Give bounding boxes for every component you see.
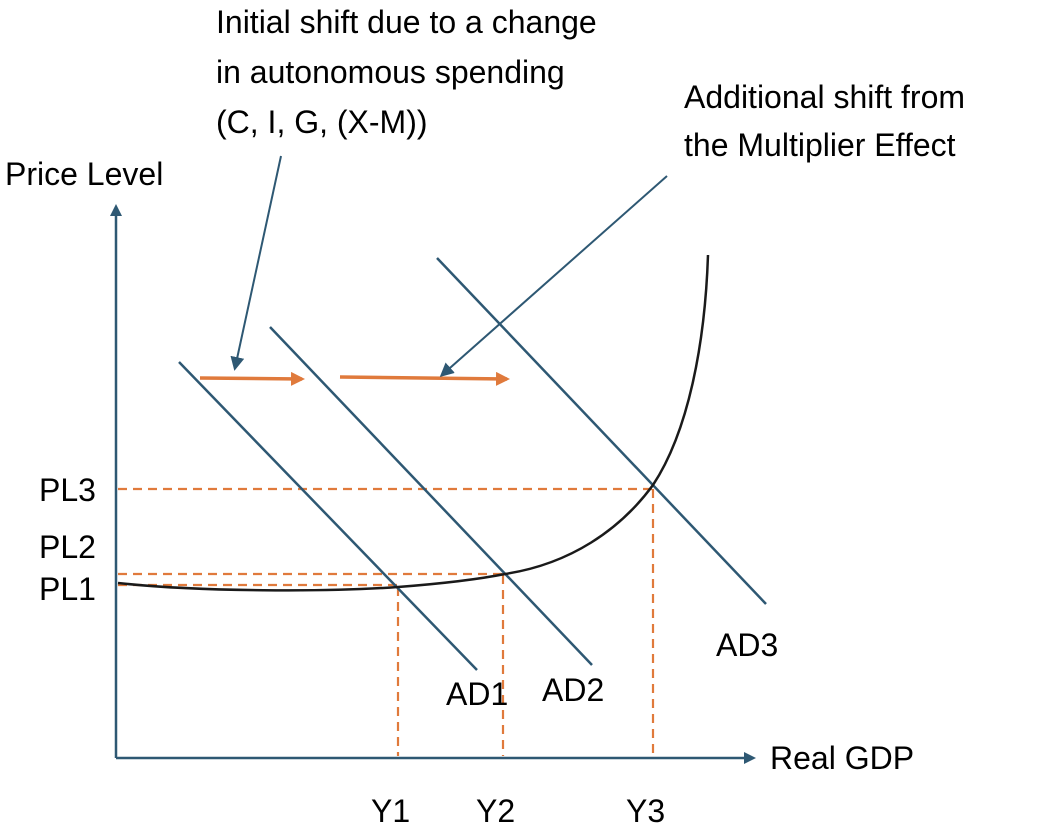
- pl1-label: PL1: [39, 571, 96, 607]
- multiplier-shift-pointer: [439, 175, 668, 377]
- ad3-line: [436, 257, 767, 605]
- y-axis-label: Price Level: [5, 156, 163, 192]
- ad3-label: AD3: [716, 627, 778, 663]
- y3-label: Y3: [626, 793, 665, 829]
- initial-shift-line-2: in autonomous spending: [216, 54, 565, 90]
- x-axis-label: Real GDP: [770, 740, 914, 776]
- aggregate-supply-curve: [117, 254, 710, 592]
- ad2-label: AD2: [542, 672, 604, 708]
- initial-shift-line-3: (C, I, G, (X-M)): [216, 104, 428, 140]
- multiplier-shift-line-2: the Multiplier Effect: [684, 127, 956, 163]
- pl2-label: PL2: [39, 529, 96, 565]
- initial-shift-line-1: Initial shift due to a change: [216, 4, 597, 40]
- y2-label: Y2: [476, 793, 515, 829]
- y1-label: Y1: [371, 793, 410, 829]
- pl3-label: PL3: [39, 472, 96, 508]
- ad1-line: [178, 361, 478, 671]
- ad2-line: [269, 326, 593, 666]
- initial-shift-pointer: [230, 155, 282, 371]
- ad1-label: AD1: [446, 676, 508, 712]
- initial-shift-arrow: [199, 371, 305, 386]
- multiplier-shift-line-1: Additional shift from: [684, 79, 965, 115]
- multiplier-shift-arrow: [339, 371, 510, 386]
